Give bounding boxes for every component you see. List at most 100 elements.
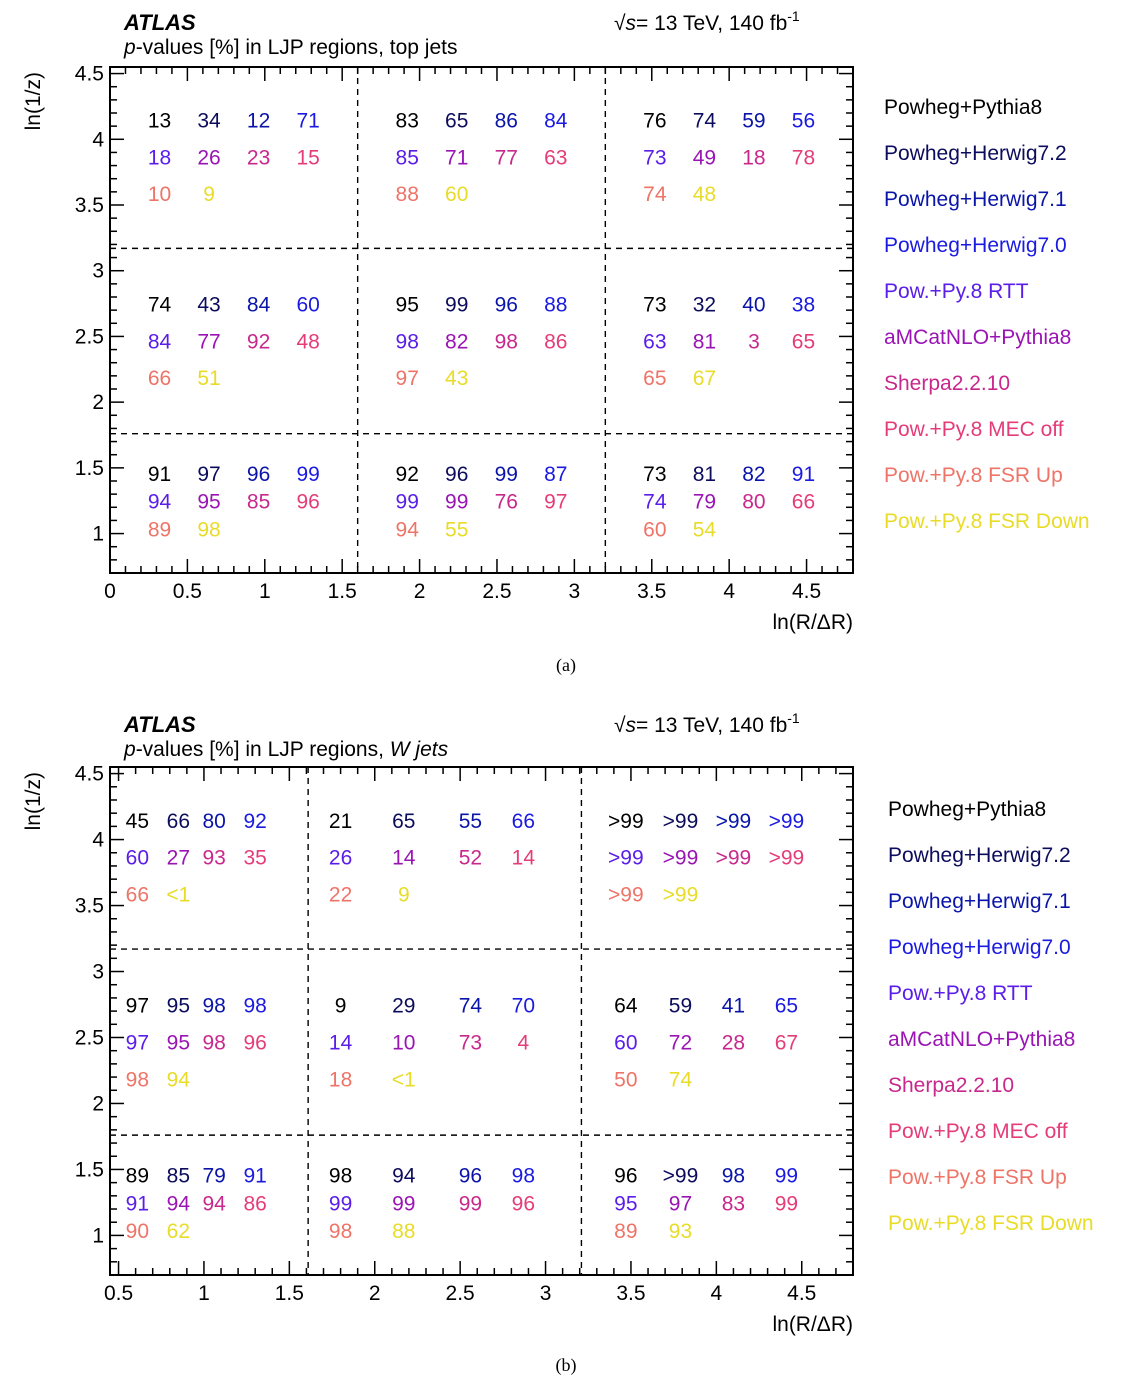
- p-value-label: 60: [614, 1031, 637, 1054]
- legend-entry: Powheg+Pythia8: [888, 798, 1046, 821]
- p-value-label: 65: [445, 110, 468, 133]
- x-tick-label: 3.5: [616, 1282, 645, 1305]
- p-value-label: 86: [244, 1192, 267, 1215]
- p-value-label: 49: [693, 146, 716, 169]
- p-value-label: >99: [769, 847, 805, 870]
- p-value-label: 59: [742, 110, 765, 133]
- p-value-label: 91: [244, 1165, 267, 1188]
- p-value-label: 88: [544, 294, 567, 317]
- x-tick-label: 3: [540, 1282, 552, 1305]
- p-value-label: >99: [663, 847, 699, 870]
- p-value-label: 56: [792, 110, 815, 133]
- p-value-label: 99: [495, 463, 518, 486]
- p-value-label: 99: [329, 1192, 352, 1215]
- p-value-label: 96: [614, 1165, 637, 1188]
- p-value-label: 76: [495, 491, 518, 514]
- p-value-label: 34: [197, 110, 221, 133]
- x-tick-label: 4: [711, 1282, 723, 1305]
- legend-entry: Pow.+Py.8 RTT: [884, 280, 1029, 303]
- y-axis-title: ln(1/z): [22, 72, 45, 130]
- legend-entry: Powheg+Herwig7.0: [888, 936, 1071, 959]
- energy-label: √s= 13 TeV, 140 fb-1: [614, 8, 800, 35]
- p-value-label: 97: [126, 1031, 149, 1054]
- y-tick-label: 1: [92, 1224, 104, 1247]
- x-axis-title: ln(R/ΔR): [772, 611, 853, 634]
- p-value-label: 98: [203, 1031, 226, 1054]
- p-value-label: 51: [197, 367, 220, 390]
- legend-entry: Powheg+Pythia8: [884, 96, 1042, 119]
- p-value-label: 96: [244, 1031, 267, 1054]
- p-value-label: 89: [148, 518, 171, 541]
- p-value-label: 43: [197, 294, 220, 317]
- p-value-label: 88: [396, 183, 419, 206]
- p-value-label: 84: [247, 294, 271, 317]
- p-value-label: 50: [614, 1068, 637, 1091]
- p-value-label: 60: [445, 183, 468, 206]
- y-tick-label: 3.5: [75, 194, 104, 217]
- p-value-label: 95: [167, 1031, 190, 1054]
- p-value-label: 80: [203, 810, 226, 833]
- x-tick-label: 3: [569, 580, 581, 603]
- p-value-label: 96: [459, 1165, 482, 1188]
- p-value-label: 64: [614, 995, 638, 1018]
- p-value-label: 97: [544, 491, 567, 514]
- p-value-label: 73: [643, 463, 666, 486]
- p-value-label: 91: [792, 463, 815, 486]
- p-value-label: 77: [197, 330, 220, 353]
- experiment-label: ATLAS: [123, 712, 196, 737]
- p-value-label: 13: [148, 110, 171, 133]
- p-value-label: 26: [329, 847, 352, 870]
- legend-entry: Pow.+Py.8 FSR Down: [884, 510, 1090, 533]
- p-value-label: 74: [148, 294, 172, 317]
- panel-caption: (a): [556, 655, 576, 676]
- sqrt-s-symbol: √s: [614, 12, 637, 35]
- p-value-label: 10: [148, 183, 171, 206]
- p-value-label: 54: [693, 518, 717, 541]
- p-value-label: 72: [669, 1031, 692, 1054]
- p-value-label: >99: [608, 810, 644, 833]
- p-value-label: 92: [247, 330, 270, 353]
- legend-entry: aMCatNLO+Pythia8: [888, 1028, 1075, 1051]
- x-tick-label: 4: [723, 580, 735, 603]
- p-value-label: 97: [197, 463, 220, 486]
- y-tick-label: 2.5: [75, 1026, 104, 1049]
- p-value-label: 94: [167, 1068, 191, 1091]
- y-tick-label: 3: [92, 961, 104, 984]
- legend-entry: Pow.+Py.8 MEC off: [884, 418, 1064, 441]
- p-value-label: 94: [148, 491, 172, 514]
- p-value-label: 81: [693, 330, 716, 353]
- x-tick-label: 4.5: [787, 1282, 816, 1305]
- p-value-label: 45: [126, 810, 149, 833]
- p-value-label: 14: [512, 847, 536, 870]
- p-value-label: 59: [669, 995, 692, 1018]
- legend-entry: Powheg+Herwig7.1: [884, 188, 1067, 211]
- p-value-label: 52: [459, 847, 482, 870]
- p-value-label: 94: [396, 518, 420, 541]
- legend-entry: Pow.+Py.8 MEC off: [888, 1120, 1068, 1143]
- p-value-label: 94: [392, 1165, 416, 1188]
- p-value-label: 99: [459, 1192, 482, 1215]
- p-value-label: 60: [643, 518, 666, 541]
- legend-entry: Pow.+Py.8 FSR Down: [888, 1212, 1094, 1235]
- p-value-label: 67: [693, 367, 716, 390]
- p-value-label: 92: [396, 463, 419, 486]
- p-value-label: 71: [296, 110, 319, 133]
- p-value-label: 28: [722, 1031, 745, 1054]
- y-tick-label: 2: [92, 1092, 104, 1115]
- p-value-label: 3: [748, 330, 760, 353]
- p-value-label: >99: [663, 884, 699, 907]
- p-value-label: 21: [329, 810, 352, 833]
- legend-entry: Powheg+Herwig7.2: [888, 844, 1071, 867]
- p-value-label: 43: [445, 367, 468, 390]
- p-value-label: 81: [693, 463, 716, 486]
- p-value-label: 96: [512, 1192, 535, 1215]
- x-tick-label: 0: [104, 580, 116, 603]
- p-value-label: 99: [392, 1192, 415, 1215]
- p-value-label: 9: [203, 183, 215, 206]
- p-value-label: 71: [445, 146, 468, 169]
- p-value-label: 66: [148, 367, 171, 390]
- legend-entry: Pow.+Py.8 FSR Up: [884, 464, 1063, 487]
- p-value-label: 99: [775, 1165, 798, 1188]
- p-value-label: 86: [544, 330, 567, 353]
